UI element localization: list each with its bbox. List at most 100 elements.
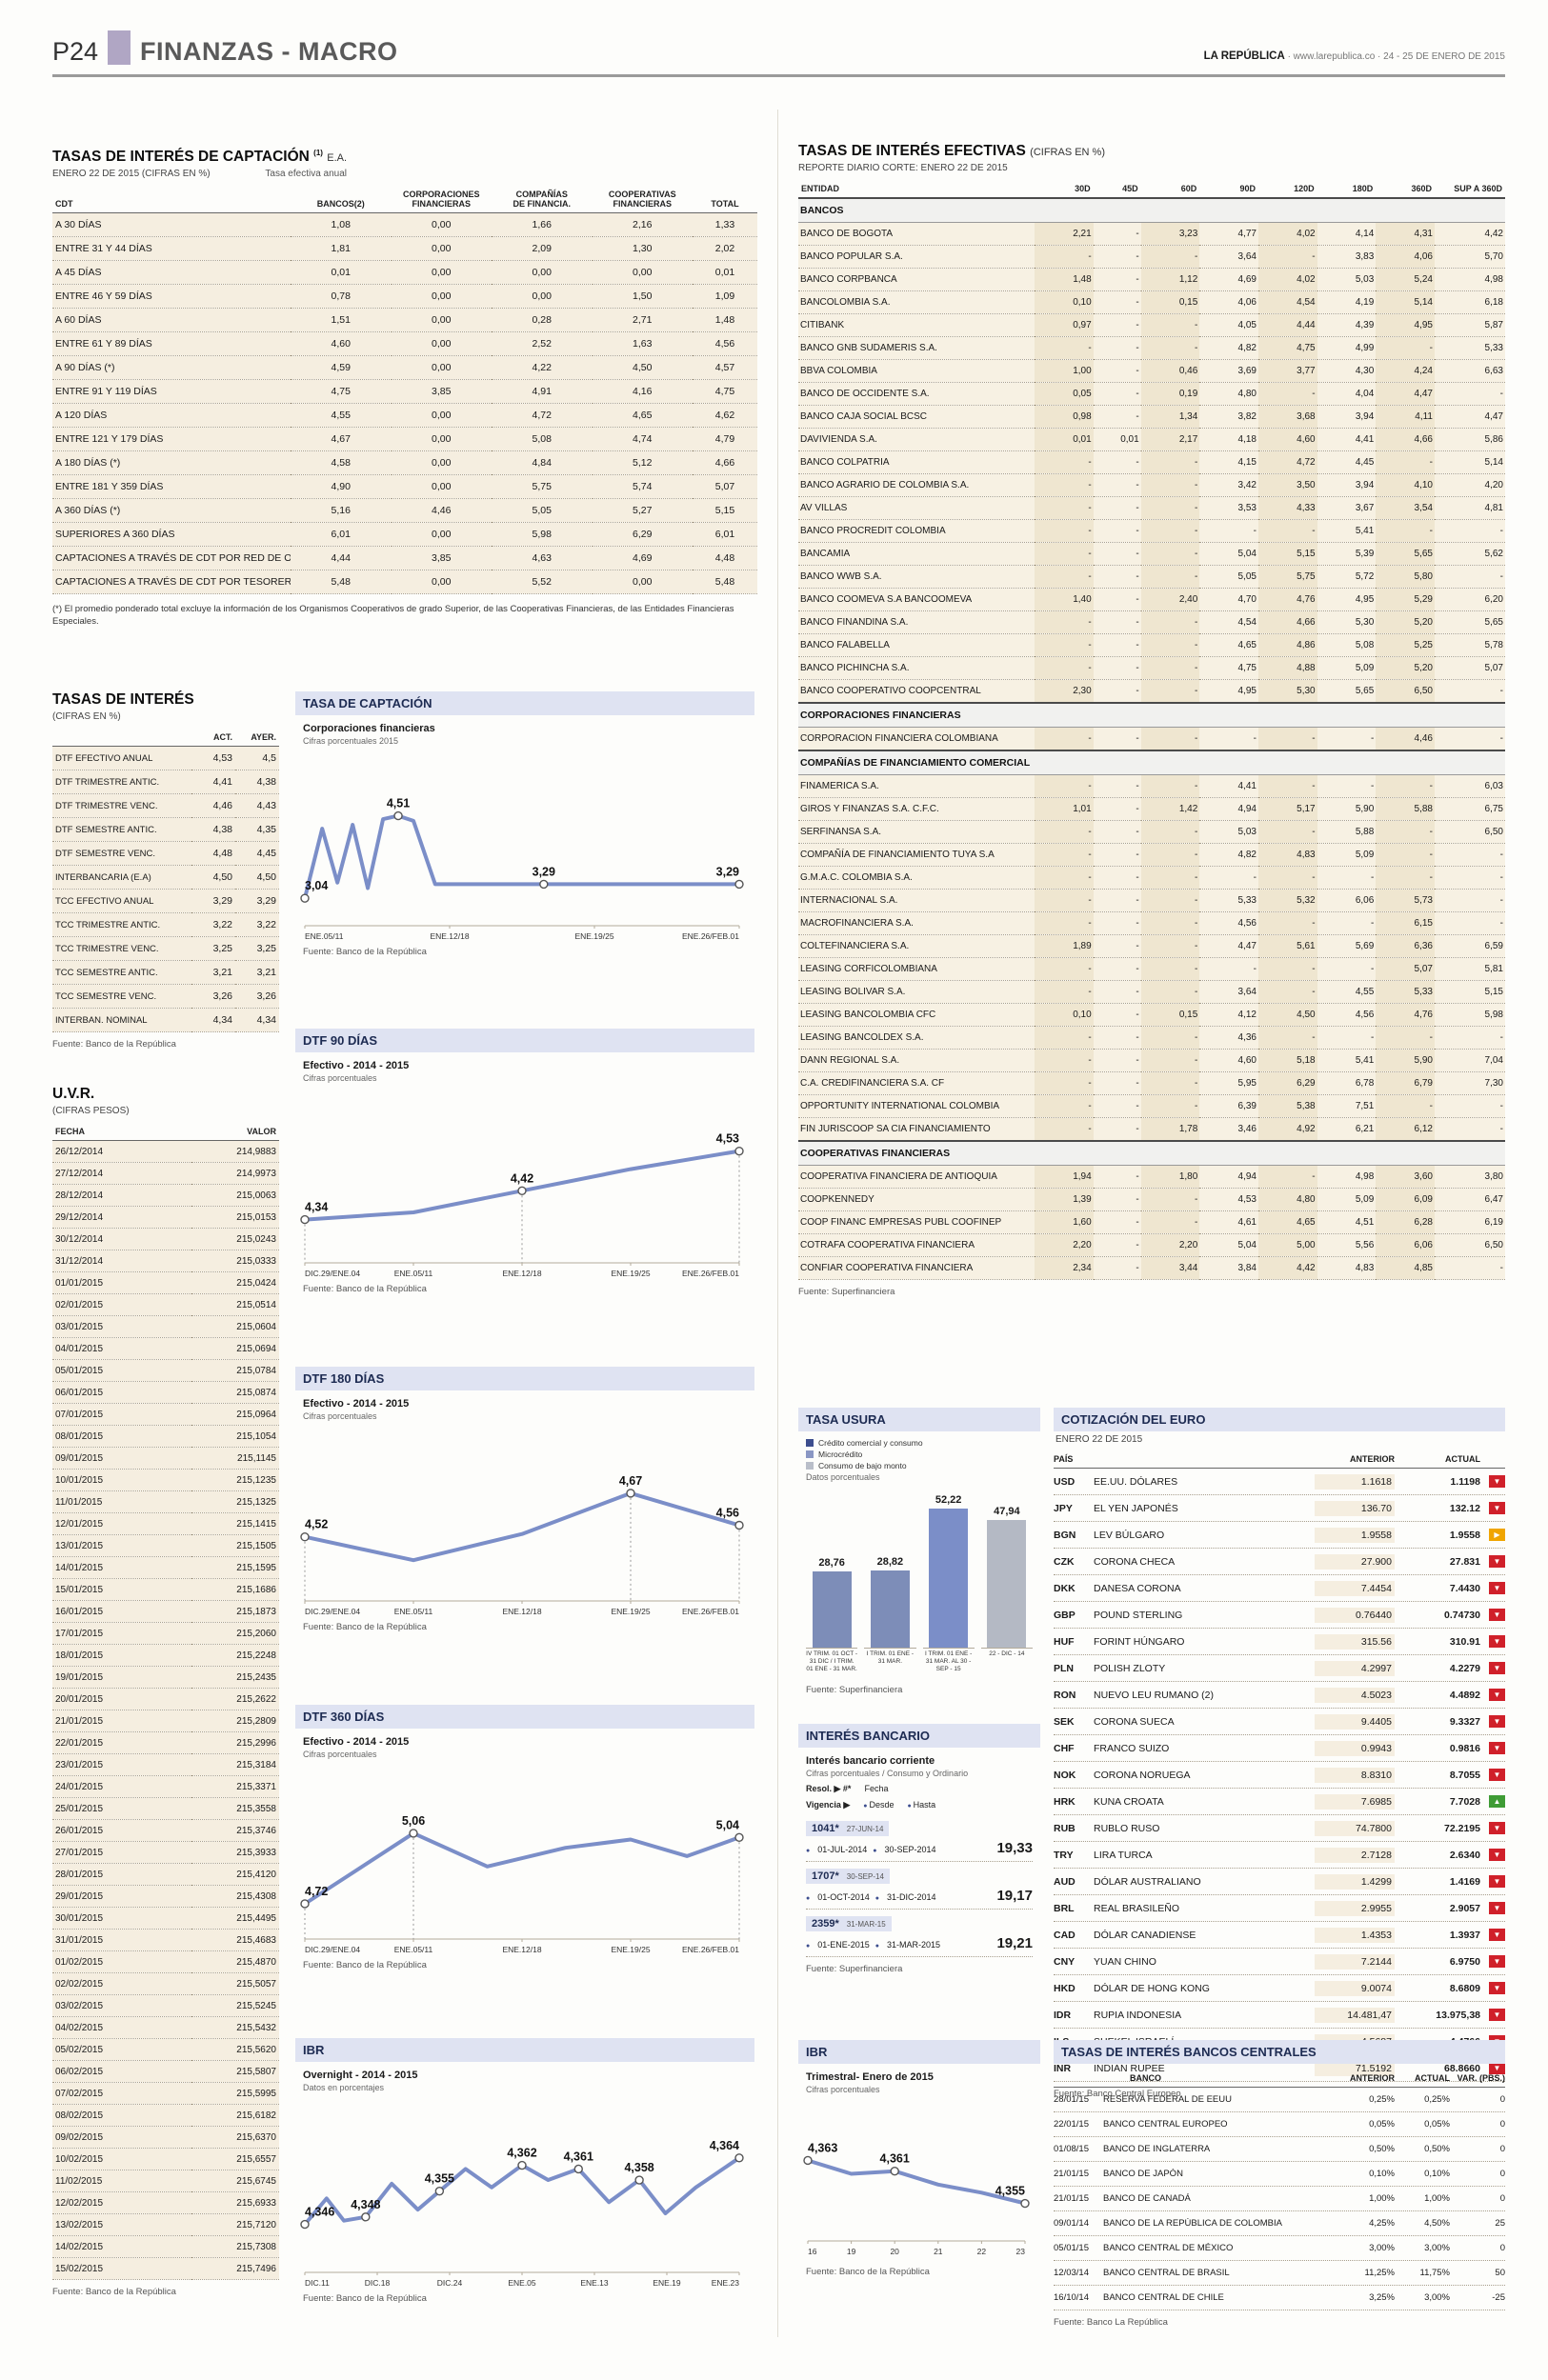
rate-60d: 1,42: [1140, 797, 1200, 821]
uvr-row: 01/02/2015 215,4870: [52, 1950, 279, 1973]
rate-90d: 4,70: [1199, 588, 1258, 611]
rate-corporaciones: 0,00: [391, 474, 492, 500]
tasas-interes-title: TASAS DE INTERÉS: [52, 691, 194, 708]
rate-yesterday: 3,29: [235, 889, 279, 913]
rate-total: 4,48: [693, 546, 757, 571]
captacion-row: A 360 DÍAS (*) 5,16 4,46 5,05 5,27 5,15: [52, 498, 757, 524]
rate-total: 4,75: [693, 379, 757, 405]
efectivas-row: COOPERATIVA FINANCIERA DE ANTIOQUIA 1,94…: [798, 1165, 1505, 1189]
efectivas-row: LEASING BANCOLDEX S.A. - - - 4,36 - - - …: [798, 1026, 1505, 1050]
rate-90d: 4,69: [1199, 268, 1258, 291]
rate-sup360d: 5,14: [1435, 450, 1505, 474]
uvr-date: 09/02/2015: [52, 2126, 191, 2149]
rate-120d: 3,68: [1257, 405, 1317, 429]
rate-60d: 2,40: [1140, 588, 1200, 611]
ibr-tri-note: Cifras porcentuales: [806, 2085, 880, 2094]
rate-bancos: 1,08: [291, 212, 392, 238]
rate-90d: 5,95: [1199, 1071, 1258, 1095]
rate-45d: -: [1093, 405, 1141, 429]
uvr-date: 10/02/2015: [52, 2148, 191, 2170]
bullet-icon: [806, 1845, 812, 1854]
direction-icon: [1489, 1875, 1505, 1888]
rate-today: 3,25: [191, 936, 235, 961]
rate-30d: -: [1035, 565, 1094, 589]
uvr-date: 25/01/2015: [52, 1797, 191, 1820]
resolution-header: 2359* 31-MAR-15: [806, 1916, 892, 1931]
rate-120d: 4,50: [1257, 1003, 1317, 1027]
uvr-section: U.V.R. (CIFRAS PESOS) FECHA VALOR 26/12/…: [52, 1086, 279, 2297]
uvr-header-row: FECHA VALOR: [52, 1123, 279, 1141]
rate-45d: -: [1093, 245, 1141, 269]
interes-bancario-entries: 1041* 27-JUN-14 01-JUL-2014 30-SEP-2014 …: [806, 1814, 1033, 1957]
rate-45d: -: [1093, 774, 1141, 798]
rate-companias: 1,66: [492, 212, 593, 238]
chart-title-banner: IBR: [295, 2038, 754, 2062]
euro-row: RUB RUBLO RUSO 74.7800 72.2195: [1054, 1815, 1505, 1842]
efectivas-row: DANN REGIONAL S.A. - - - 4,60 5,18 5,41 …: [798, 1049, 1505, 1072]
resolution-header: 1041* 27-JUN-14: [806, 1821, 890, 1836]
rate-90d: 4,95: [1199, 679, 1258, 704]
uvr-source: Fuente: Banco de la República: [52, 2287, 176, 2297]
tasas-interes-section: TASAS DE INTERÉS (CIFRAS EN %) ACT. AYER…: [52, 691, 279, 1050]
rate-60d: -: [1140, 1094, 1200, 1118]
usura-section: TASA USURA Crédito comercial y consumo M…: [798, 1408, 1040, 1695]
currency-code: HRK: [1054, 1795, 1076, 1808]
entity-name: BANCOLOMBIA S.A.: [798, 290, 1035, 314]
dtf180-line-chart: DIC.29/ENE.04 ENE.05/11 ENE.12/18 ENE.19/25…: [295, 1425, 754, 1620]
cdt-term-label: CAPTACIONES A TRAVÉS DE CDT POR TESORERÍ…: [52, 570, 291, 595]
legend-item: Crédito comercial y consumo: [806, 1438, 1033, 1448]
uvr-row: 06/02/2015 215,5807: [52, 2060, 279, 2083]
bar-value-label: 47,94: [994, 1505, 1020, 1517]
rate-360d: 6,15: [1376, 911, 1435, 935]
entity-name: INTERNACIONAL S.A.: [798, 889, 1035, 912]
rate-45d: -: [1093, 382, 1141, 406]
rate-180d: -: [1317, 727, 1377, 751]
current-value: 1.9558: [1449, 1529, 1480, 1541]
rate-360d: -: [1376, 1094, 1435, 1118]
current-rate: 11,75%: [1419, 2268, 1450, 2278]
euro-row: HUF FORINT HÚNGARO 315.56 310.91: [1054, 1629, 1505, 1655]
rate-sup360d: 5,07: [1435, 656, 1505, 680]
captacion-table-body: A 30 DÍAS 1,08 0,00 1,66 2,16 1,33 ENTRE…: [52, 212, 757, 595]
rate-sup360d: -: [1435, 911, 1505, 935]
entity-name: COTRAFA COOPERATIVA FINANCIERA: [798, 1233, 1035, 1257]
decision-date: 01/08/15: [1054, 2144, 1089, 2154]
rate-sup360d: 6,47: [1435, 1188, 1505, 1211]
entity-group-label: COOPERATIVAS FINANCIERAS: [798, 1140, 1505, 1166]
rate-30d: -: [1035, 245, 1094, 269]
svg-text:DIC.29/ENE.04: DIC.29/ENE.04: [305, 1607, 360, 1616]
previous-value: 2.7128: [1315, 1847, 1395, 1863]
brand-info: · www.larepublica.co · 24 - 25 DE ENERO …: [1287, 51, 1505, 62]
cdt-term-label: SUPERIORES A 360 DÍAS: [52, 522, 291, 548]
uvr-row: 18/01/2015 215,2248: [52, 1644, 279, 1667]
central-bank-row: 12/03/14 BANCO CENTRAL DE BRASIL 11,25% …: [1054, 2261, 1505, 2286]
chart-svg: DIC.11 DIC.18 DIC.24 ENE.05 ENE.13 ENE.19 ENE.…: [300, 2139, 744, 2288]
entity-name: BANCO CAJA SOCIAL BCSC: [798, 405, 1035, 429]
rate-180d: 4,99: [1317, 336, 1377, 360]
rate-60d: -: [1140, 610, 1200, 634]
current-rate: 3,00%: [1424, 2292, 1450, 2303]
previous-rate: 3,25%: [1369, 2292, 1395, 2303]
efectivas-row: GIROS Y FINANZAS S.A. C.F.C. 1,01 - 1,42…: [798, 797, 1505, 821]
uvr-value: 215,6933: [191, 2191, 279, 2214]
uvr-value: 215,1145: [191, 1447, 279, 1470]
captacion-line-chart: ENE.05/11 ENE.12/18 ENE.19/25 ENE.26/FEB.01…: [295, 750, 754, 945]
current-rate: 0,25%: [1424, 2094, 1450, 2105]
entity-name: DANN REGIONAL S.A.: [798, 1049, 1035, 1072]
uvr-row: 16/01/2015 215,1873: [52, 1600, 279, 1623]
uvr-date: 02/01/2015: [52, 1293, 191, 1316]
svg-text:5,06: 5,06: [402, 1814, 425, 1828]
rate-today: 3,21: [191, 960, 235, 985]
rate-variation: 0: [1499, 2169, 1505, 2179]
currency-code: HUF: [1054, 1635, 1075, 1648]
efectivas-table: ENTIDAD 30D 45D 60D 90D 120D 180D 360D S…: [798, 180, 1505, 1280]
rate-360d: 3,60: [1376, 1165, 1435, 1189]
legend-label: Microcrédito: [818, 1450, 863, 1459]
rate-90d: 3,64: [1199, 245, 1258, 269]
currency-name: FORINT HÚNGARO: [1094, 1635, 1185, 1648]
rate-total: 4,66: [693, 450, 757, 476]
usura-note: Datos porcentuales: [806, 1472, 880, 1482]
svg-text:4,361: 4,361: [564, 2150, 593, 2163]
current-value: 310.91: [1449, 1635, 1480, 1648]
efectivas-row: FINAMERICA S.A. - - - 4,41 - - - 6,03: [798, 774, 1505, 798]
